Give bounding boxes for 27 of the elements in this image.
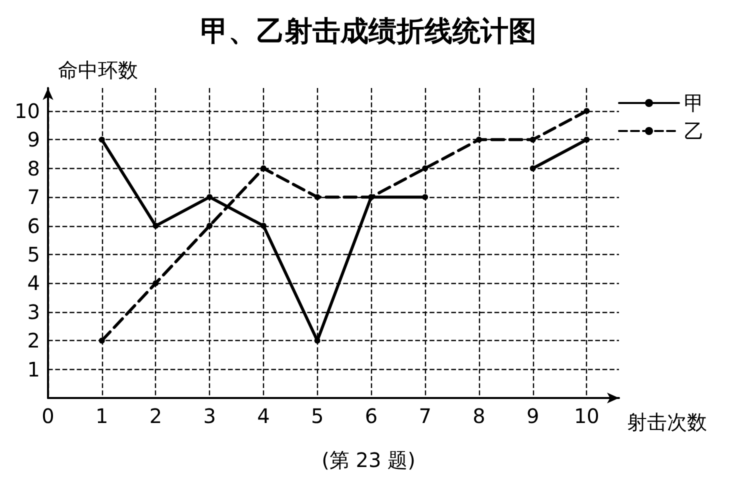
x-tick-label: 10 <box>574 404 600 428</box>
y-tick-label: 7 <box>27 185 40 210</box>
y-axis-title: 命中环数 <box>58 58 138 82</box>
x-tick-label: 5 <box>310 404 324 428</box>
x-tick-label: 1 <box>96 404 108 428</box>
legend-label: 甲 <box>684 91 704 115</box>
x-tick-label: 9 <box>526 404 540 428</box>
x-tick-label: 4 <box>257 404 270 428</box>
x-tick-label: 0 <box>42 404 54 428</box>
x-tick-label: 3 <box>203 404 216 428</box>
x-tick-label: 8 <box>472 404 486 428</box>
y-tick-label: 10 <box>14 98 40 123</box>
x-tick-label: 6 <box>364 404 378 428</box>
x-tick-label: 2 <box>149 404 162 428</box>
y-tick-label: 5 <box>27 242 40 266</box>
y-tick-label: 8 <box>27 156 40 180</box>
y-tick-label: 9 <box>27 128 40 152</box>
y-tick-label: 1 <box>27 357 40 382</box>
y-tick-label: 4 <box>27 271 40 296</box>
y-tick-label: 6 <box>27 214 40 238</box>
text: (第 23 题) <box>322 448 416 472</box>
y-tick-label: 3 <box>27 300 40 324</box>
y-tick-label: 2 <box>27 328 40 353</box>
chart-title: 甲、乙射击成绩折线统计图 <box>200 14 536 48</box>
legend-label: 乙 <box>684 119 704 143</box>
x-tick-label: 7 <box>418 404 432 428</box>
x-axis-title: 射击次数 <box>627 410 707 434</box>
